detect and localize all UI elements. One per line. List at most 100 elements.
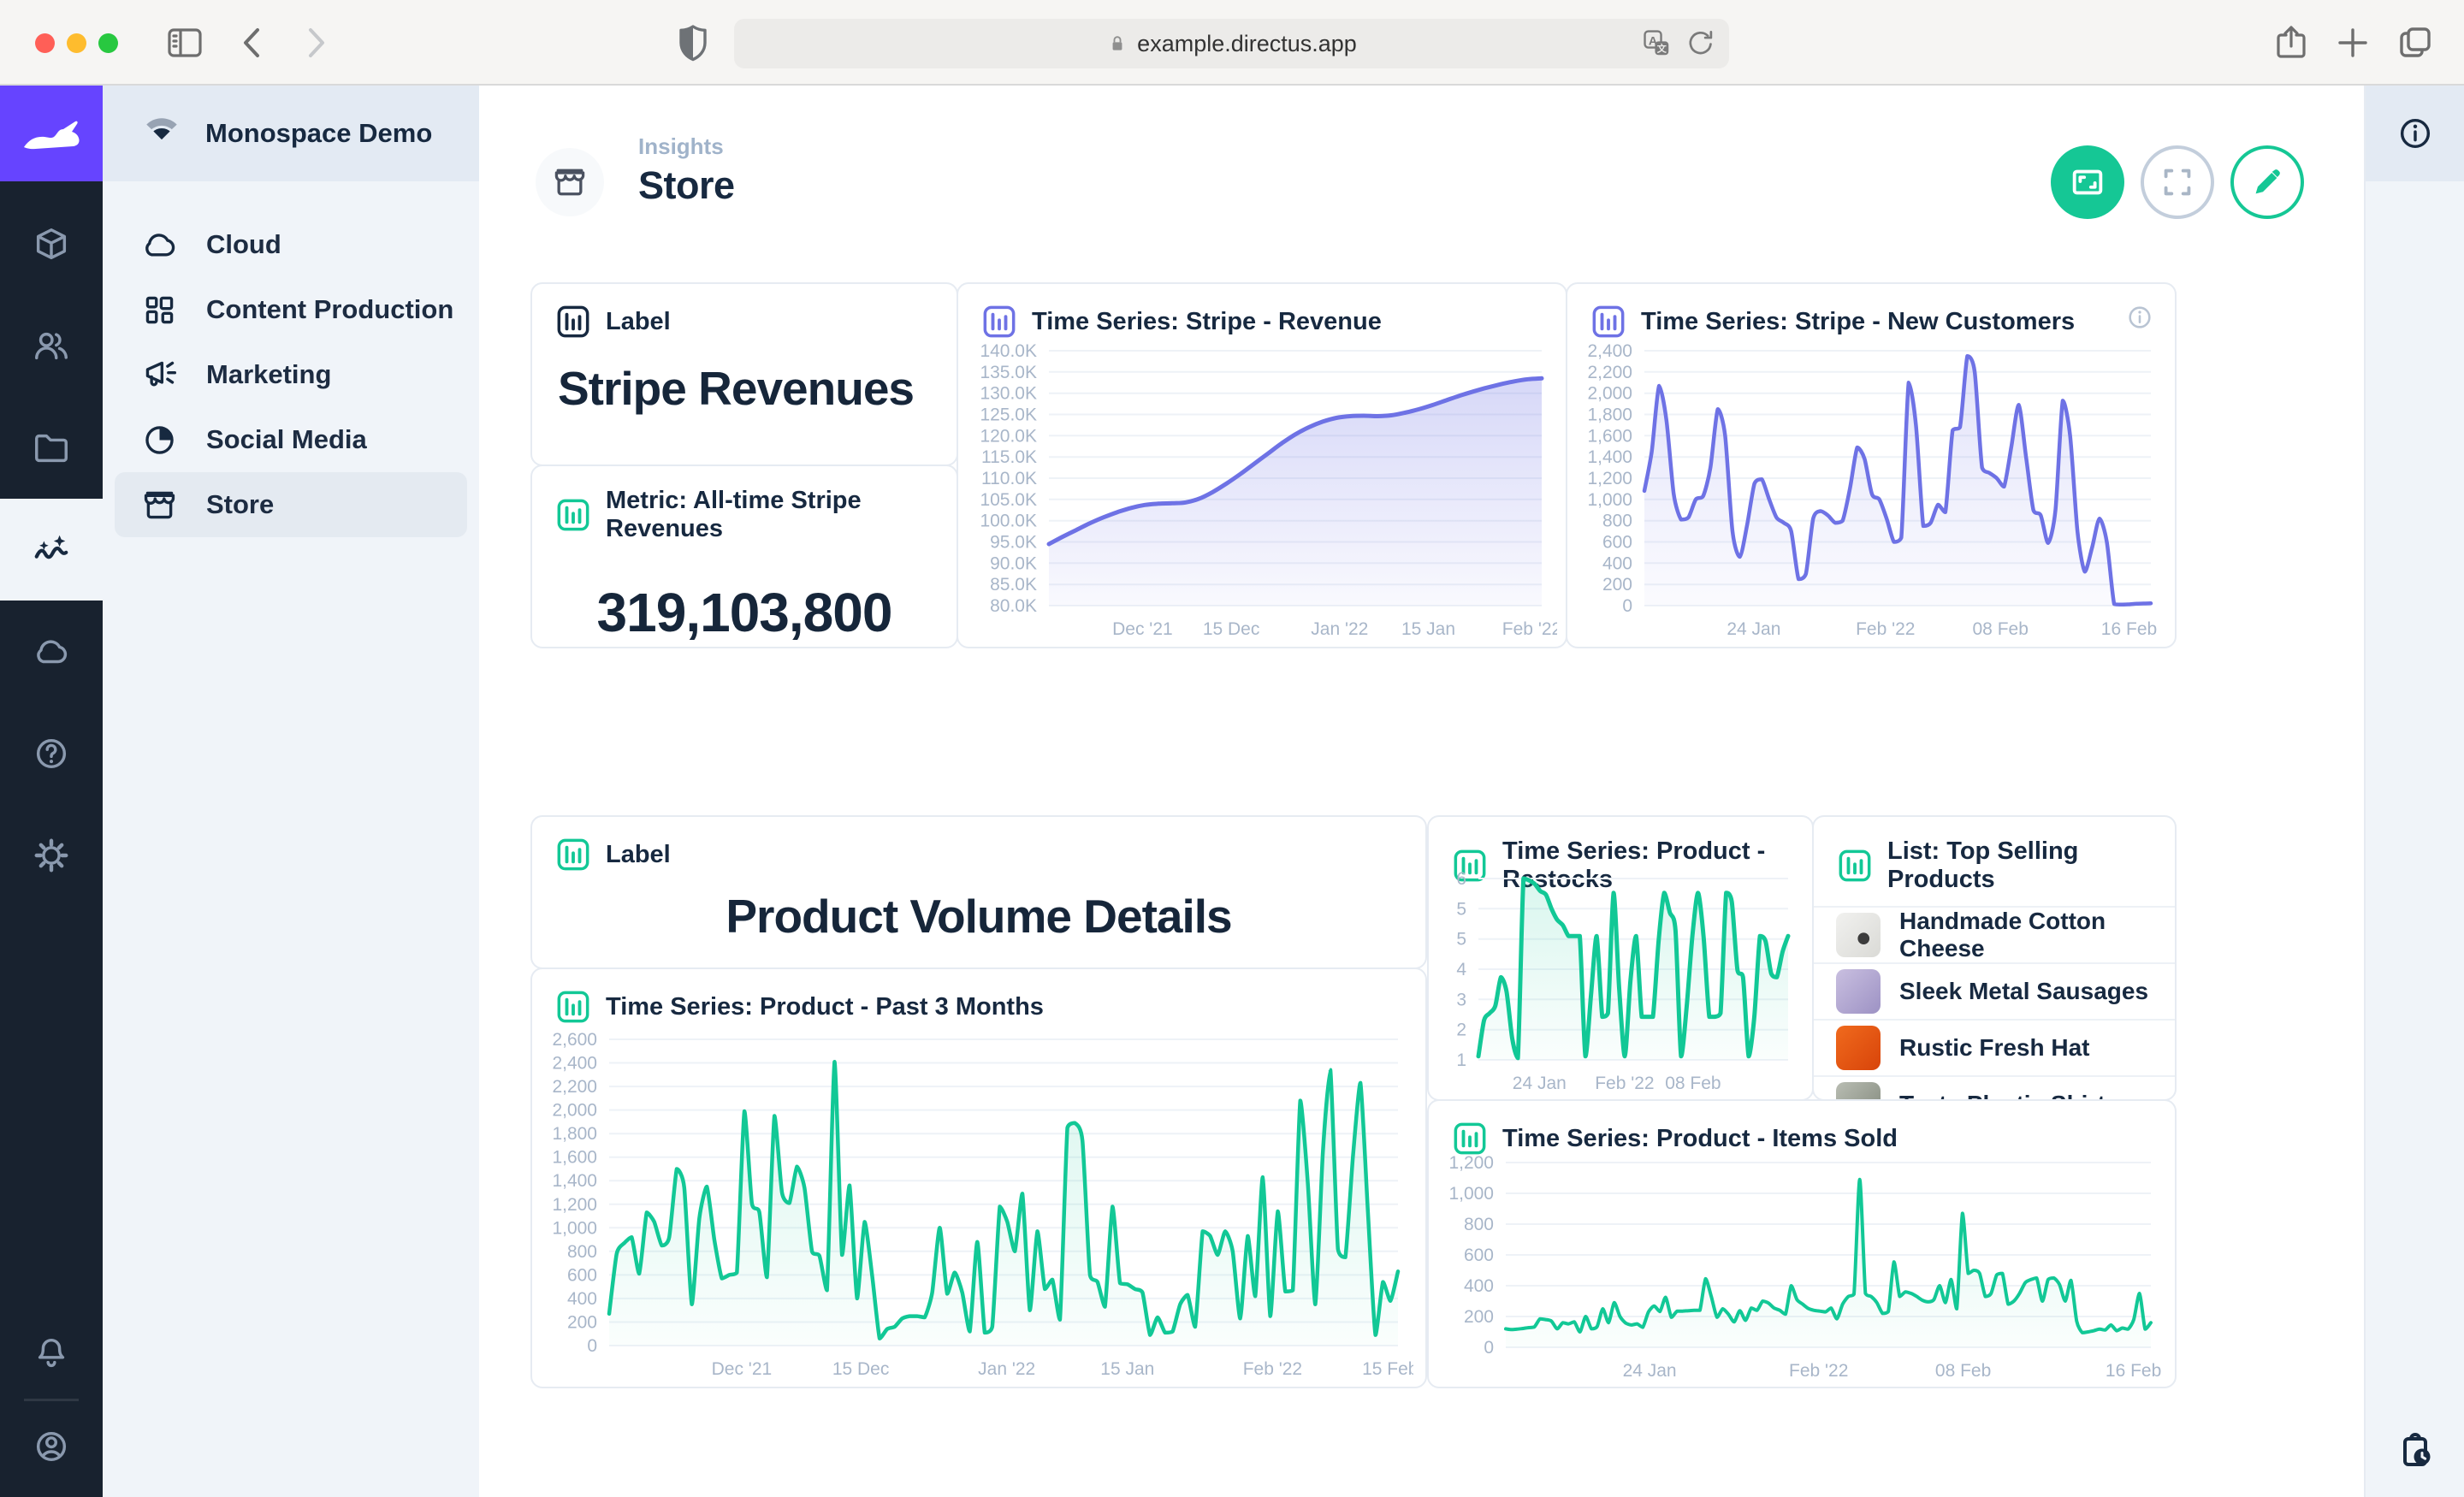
user-avatar-icon[interactable]	[32, 1427, 71, 1466]
window-minimize-button[interactable]	[67, 33, 86, 53]
panel-title: Label	[606, 841, 671, 869]
panel-product-restocks[interactable]: Time Series: Product - Restocks 65543212…	[1427, 815, 1814, 1101]
address-bar[interactable]: example.directus.app	[734, 19, 1729, 68]
right-sidebar	[2364, 86, 2464, 1497]
product-name: Handmade Cotton Cheese	[1899, 908, 2153, 962]
svg-text:3: 3	[1456, 990, 1466, 1009]
svg-text:2,200: 2,200	[1587, 363, 1632, 382]
edit-dashboard-button[interactable]	[2230, 145, 2304, 219]
module-insights[interactable]	[0, 499, 103, 601]
info-icon[interactable]	[2125, 303, 2154, 332]
svg-text:400: 400	[567, 1289, 597, 1309]
bar-chart-icon	[556, 837, 590, 872]
svg-text:15 Dec: 15 Dec	[1203, 619, 1260, 639]
svg-text:95.0K: 95.0K	[990, 533, 1037, 553]
panel-product-items-sold[interactable]: Time Series: Product - Items Sold 1,200 1…	[1427, 1099, 2177, 1388]
svg-text:130.0K: 130.0K	[980, 384, 1037, 404]
project-switcher[interactable]: Monospace Demo	[103, 86, 479, 181]
lock-icon	[1106, 33, 1128, 55]
panel-product-past3[interactable]: Time Series: Product - Past 3 Months 2,6…	[530, 967, 1427, 1388]
share-icon[interactable]	[2271, 22, 2312, 63]
new-tab-icon[interactable]	[2332, 22, 2373, 63]
bar-chart-icon	[982, 305, 1016, 339]
svg-text:0: 0	[1622, 596, 1632, 616]
svg-text:1,800: 1,800	[552, 1124, 597, 1144]
translate-icon[interactable]	[1640, 27, 1673, 59]
svg-text:80.0K: 80.0K	[990, 596, 1037, 616]
window-close-button[interactable]	[35, 33, 55, 53]
sidebar-item-social-media[interactable]: Social Media	[115, 407, 467, 472]
page-icon-button[interactable]	[536, 148, 604, 216]
svg-text:1,600: 1,600	[1587, 426, 1632, 446]
svg-text:120.0K: 120.0K	[980, 426, 1037, 446]
svg-text:2,200: 2,200	[552, 1077, 597, 1097]
svg-text:1,000: 1,000	[1448, 1184, 1494, 1204]
breadcrumb[interactable]: Insights	[638, 133, 735, 160]
folder-icon	[32, 429, 71, 468]
users-icon	[32, 327, 71, 366]
notifications-bell-icon[interactable]	[32, 1334, 71, 1373]
sidebar-item-content-production[interactable]: Content Production	[115, 277, 467, 342]
svg-text:85.0K: 85.0K	[990, 575, 1037, 595]
svg-text:100.0K: 100.0K	[980, 512, 1037, 531]
svg-text:2,000: 2,000	[552, 1101, 597, 1121]
svg-text:Feb '22: Feb '22	[1856, 619, 1915, 639]
svg-text:Jan '22: Jan '22	[978, 1359, 1035, 1379]
list-item[interactable]: Handmade Cotton Cheese	[1814, 906, 2175, 962]
module-help[interactable]	[0, 702, 103, 804]
activity-log-button[interactable]	[2366, 1430, 2464, 1471]
panel-title: Time Series: Product - Past 3 Months	[606, 993, 1044, 1021]
gear-icon	[32, 836, 71, 875]
panel-top-selling-products[interactable]: List: Top Selling Products Handmade Cott…	[1812, 815, 2177, 1101]
svg-text:2,600: 2,600	[552, 1030, 597, 1050]
panel-metric-stripe[interactable]: Metric: All-time Stripe Revenues 319,103…	[530, 464, 958, 648]
storefront-icon	[140, 486, 179, 524]
window-zoom-button[interactable]	[98, 33, 118, 53]
sidebar-item-cloud[interactable]: Cloud	[115, 212, 467, 277]
svg-text:1,200: 1,200	[1587, 469, 1632, 488]
forward-button[interactable]	[294, 22, 335, 63]
svg-text:08 Feb: 08 Feb	[1973, 619, 2029, 639]
shield-icon[interactable]	[672, 22, 714, 63]
panel-stripe-revenue[interactable]: Time Series: Stripe - Revenue 140.0K135.…	[957, 282, 1567, 648]
svg-text:6: 6	[1456, 869, 1466, 889]
sidebar-item-marketing[interactable]: Marketing	[115, 342, 467, 407]
directus-logo[interactable]	[0, 86, 103, 181]
panel-stripe-new-customers[interactable]: Time Series: Stripe - New Customers 2,40…	[1566, 282, 2177, 648]
tab-overview-icon[interactable]	[2395, 22, 2436, 63]
svg-text:16 Feb: 16 Feb	[2106, 1361, 2161, 1381]
svg-text:Dec '21: Dec '21	[1112, 619, 1173, 639]
module-users[interactable]	[0, 295, 103, 397]
svg-text:400: 400	[1602, 553, 1632, 573]
bar-chart-icon	[556, 990, 590, 1024]
main-content: Insights Store Label Stripe Revenues Met…	[479, 86, 2364, 1497]
fit-to-screen-button[interactable]	[2051, 145, 2124, 219]
back-button[interactable]	[233, 22, 274, 63]
module-files[interactable]	[0, 397, 103, 499]
svg-text:5: 5	[1456, 899, 1466, 919]
sidebar-item-store[interactable]: Store	[115, 472, 467, 537]
svg-text:2,400: 2,400	[552, 1054, 597, 1074]
module-settings[interactable]	[0, 804, 103, 906]
panel-label-product[interactable]: Label Product Volume Details	[530, 815, 1427, 969]
module-cloud[interactable]	[0, 601, 103, 702]
panel-label-stripe[interactable]: Label Stripe Revenues	[530, 282, 958, 466]
sidebar-toggle-icon[interactable]	[164, 22, 205, 63]
svg-text:1,200: 1,200	[1448, 1153, 1494, 1173]
sidebar-item-label: Store	[206, 489, 274, 520]
cloud-icon	[140, 226, 179, 264]
module-content[interactable]	[0, 193, 103, 295]
sidebar-info-section[interactable]	[2366, 86, 2464, 181]
svg-text:600: 600	[1602, 533, 1632, 553]
help-icon	[32, 734, 71, 773]
pencil-icon	[2248, 163, 2287, 202]
reload-icon[interactable]	[1685, 27, 1717, 59]
product-name: Rustic Fresh Hat	[1899, 1034, 2090, 1062]
svg-text:1,600: 1,600	[552, 1148, 597, 1168]
fullscreen-button[interactable]	[2141, 145, 2214, 219]
url-text: example.directus.app	[1137, 31, 1357, 57]
svg-text:Jan '22: Jan '22	[1311, 619, 1368, 639]
list-item[interactable]: Sleek Metal Sausages	[1814, 962, 2175, 1019]
panel-title: Time Series: Product - Items Sold	[1502, 1125, 1898, 1153]
list-item[interactable]: Rustic Fresh Hat	[1814, 1019, 2175, 1075]
